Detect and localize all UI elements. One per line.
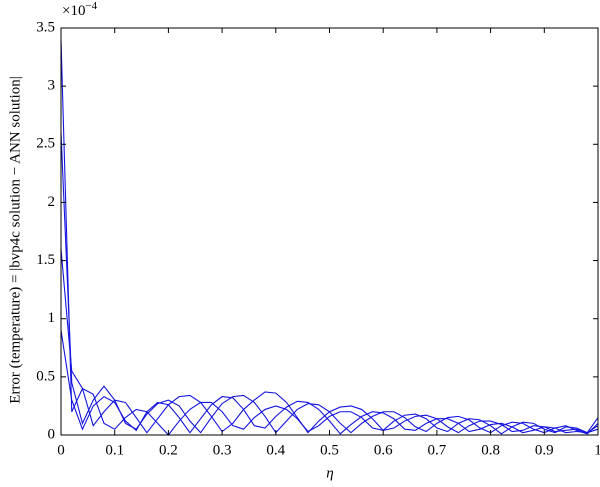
x-axis-label: η	[326, 465, 333, 481]
x-tick-label: 0.2	[159, 442, 178, 458]
y-tick-label: 0.5	[36, 368, 55, 384]
x-tick-label: 0.1	[105, 442, 124, 458]
y-tick-label: 2.5	[36, 136, 55, 152]
x-tick-label: 0.7	[428, 442, 447, 458]
x-tick-label: 0.6	[374, 442, 393, 458]
y-tick-label: 3.5	[36, 19, 55, 35]
x-tick-label: 0.4	[266, 442, 285, 458]
data-line	[60, 330, 599, 435]
x-tick-label: 0.9	[535, 442, 554, 458]
y-tick-label: 3	[48, 78, 56, 94]
plot-frame	[60, 27, 599, 436]
y-tick-label: 2	[48, 194, 56, 210]
x-tick-label: 0.3	[213, 442, 232, 458]
x-tick-label: 0.5	[320, 442, 339, 458]
data-line	[60, 132, 599, 435]
data-line	[60, 248, 599, 434]
y-tick-label: 1	[48, 310, 56, 326]
y-multiplier-base: ×10	[62, 3, 85, 19]
y-axis-label: Error (temperature) = |bvp4c solution − …	[7, 76, 23, 403]
x-tick-label: 0.8	[481, 442, 500, 458]
x-tick-label: 1	[594, 442, 600, 458]
y-tick-label: 1.5	[36, 252, 55, 268]
data-line	[60, 39, 599, 436]
y-multiplier-exponent: −4	[85, 0, 97, 12]
x-tick-label: 0	[57, 442, 65, 458]
y-multiplier: ×10−4	[62, 0, 98, 19]
y-tick-label: 0	[48, 426, 56, 442]
